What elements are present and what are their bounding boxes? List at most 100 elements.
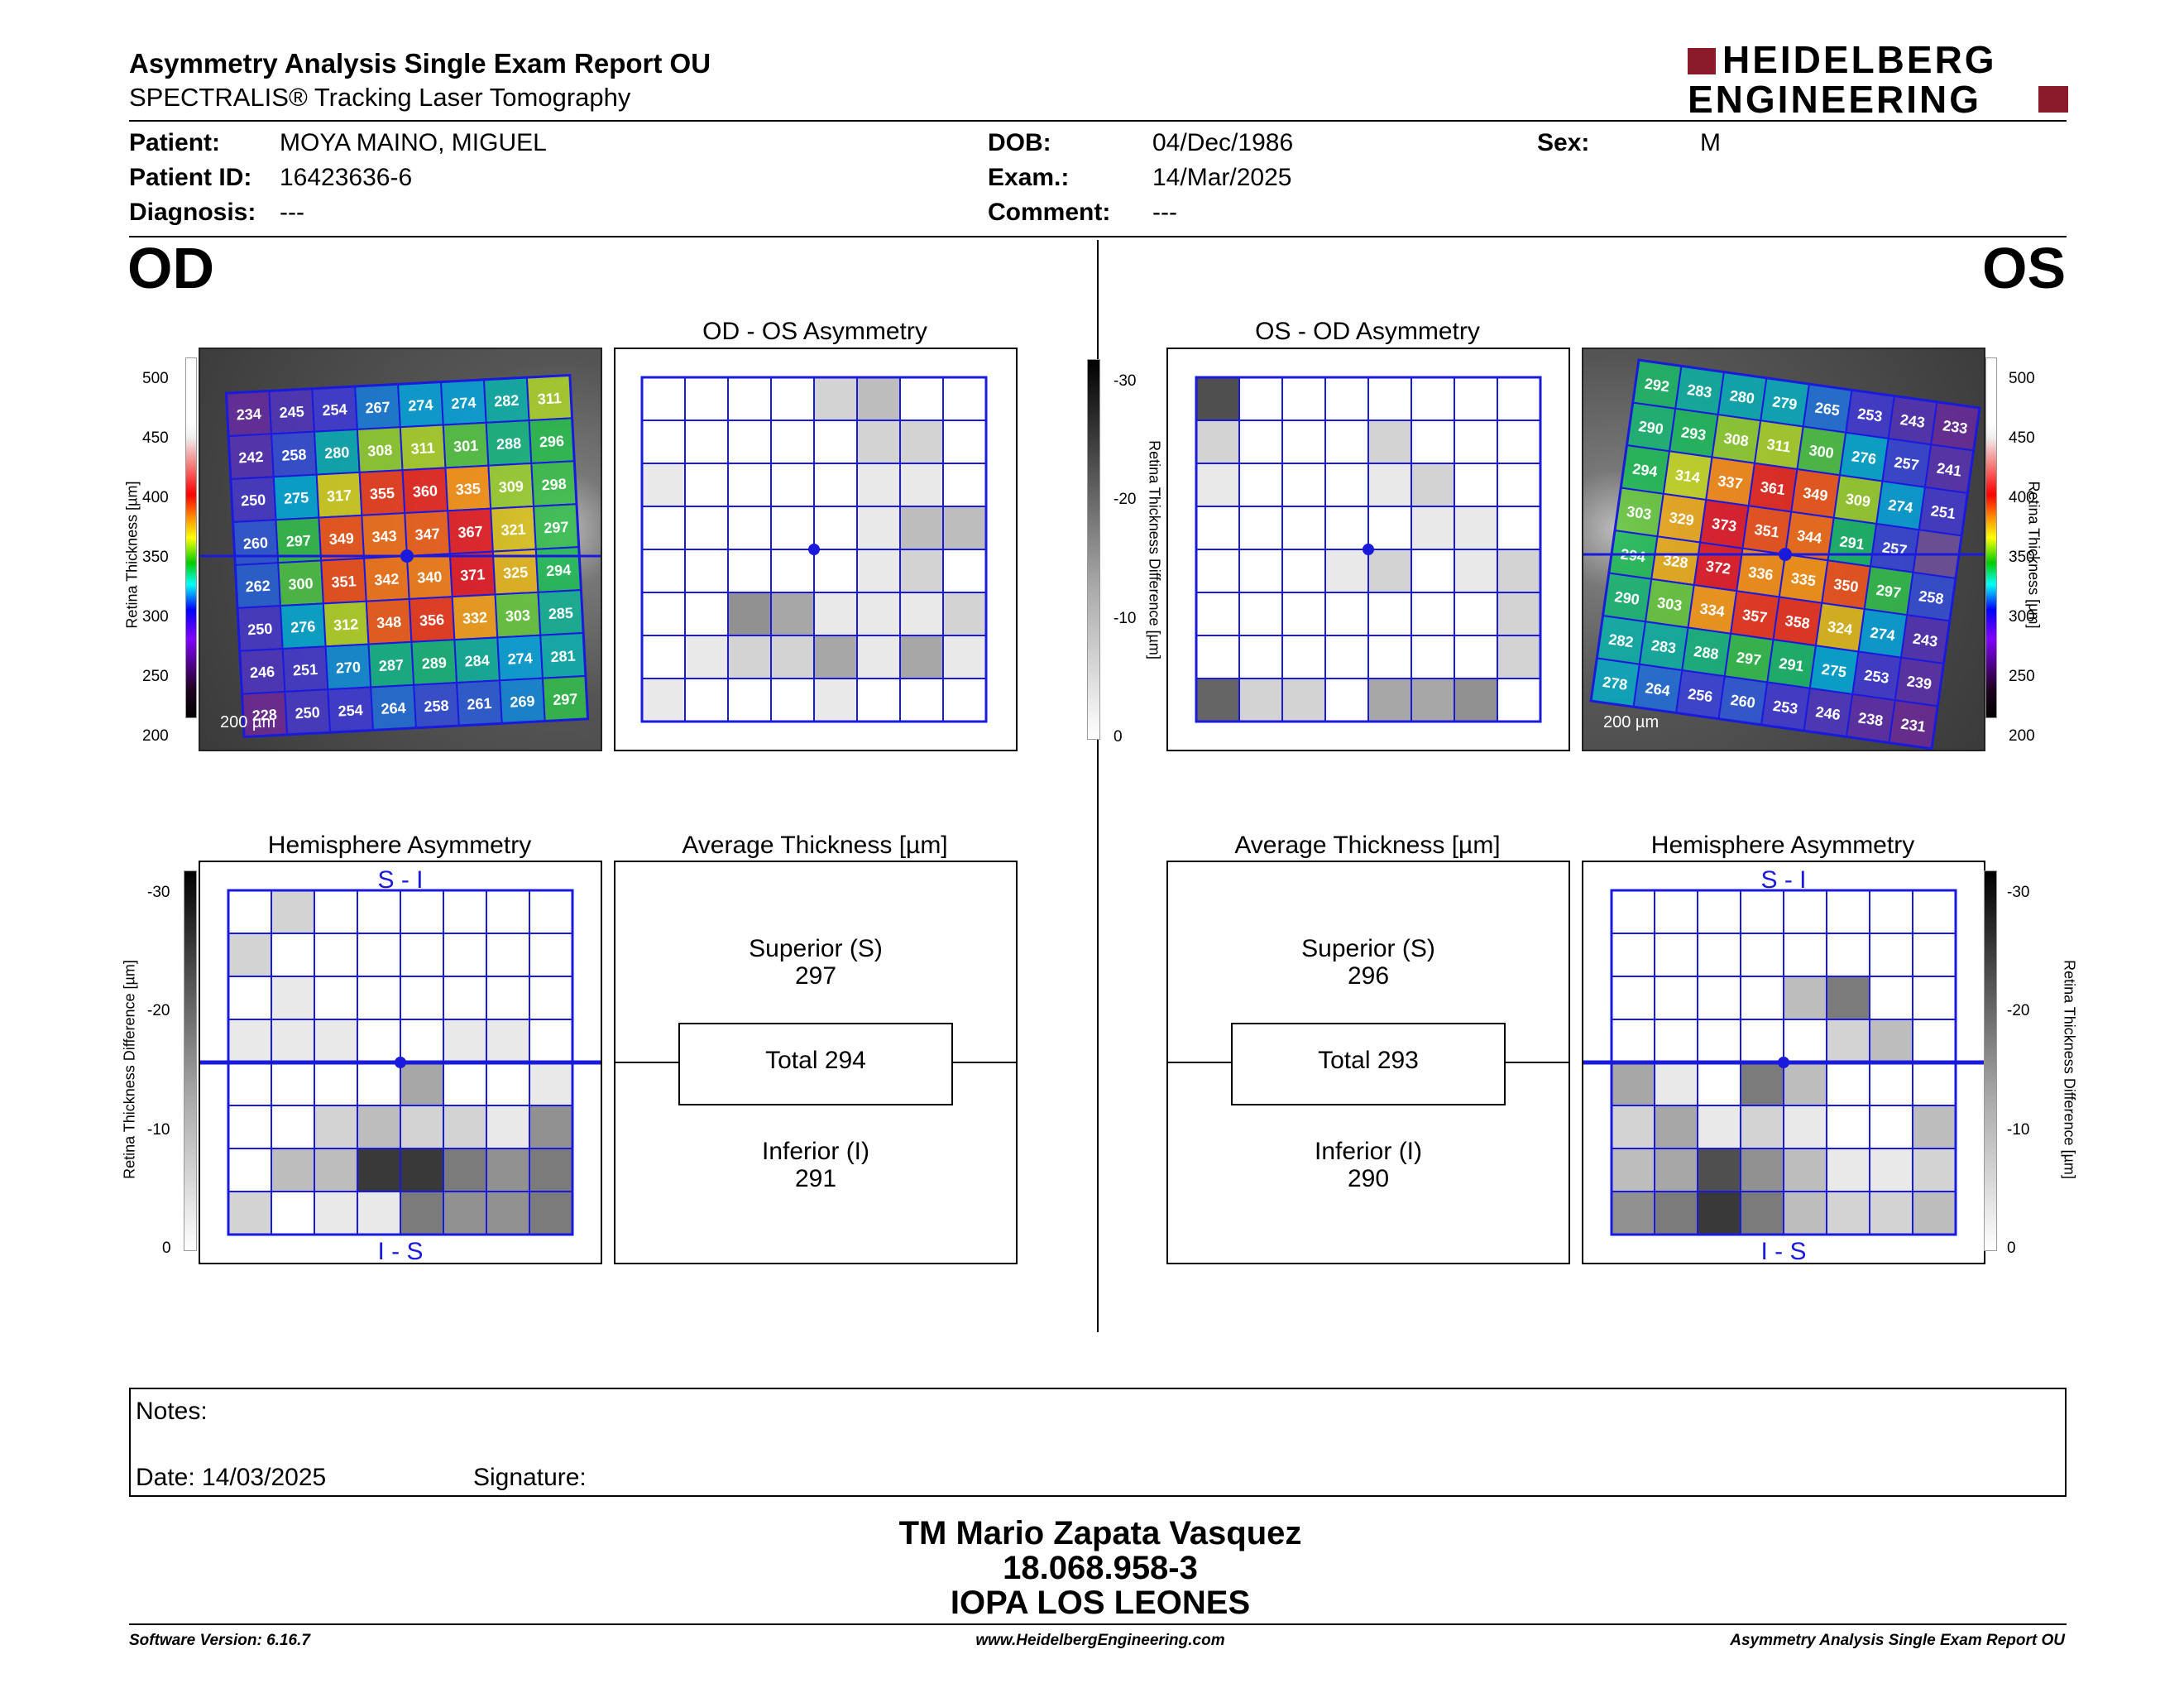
od-total-box <box>678 1023 953 1105</box>
center-difference-scale: -30 -20 -10 0 Retina Thickness Differenc… <box>1084 356 1183 753</box>
os-asym-cell-6-1 <box>1238 635 1283 679</box>
od-map-value-5-6: 303 <box>505 607 530 625</box>
os-hemi-cell-3-1 <box>1654 1019 1698 1063</box>
od-hemi-cell-0-4 <box>400 890 444 934</box>
od-map-value-2-3: 355 <box>369 485 395 503</box>
od-asym-cell-7-5 <box>856 678 901 722</box>
od-asym-cell-0-1 <box>684 376 729 421</box>
sex-label: Sex: <box>1537 129 1590 156</box>
os-hemi-cell-1-5 <box>1826 933 1870 977</box>
od-hemi-top-label: S - I <box>377 866 423 894</box>
od-hemi-cell-5-0 <box>228 1105 272 1149</box>
od-asym-cell-3-7 <box>942 506 987 550</box>
os-asym-cell-1-1 <box>1238 420 1283 464</box>
od-map-value-5-5: 332 <box>462 609 488 627</box>
os-hemi-bottom-label: I - S <box>1760 1238 1806 1263</box>
od-map-value-7-1: 250 <box>295 704 320 722</box>
os-hemi-cell-3-7 <box>1912 1019 1956 1063</box>
os-map-value-0-2: 280 <box>1729 387 1756 407</box>
od-thickness-axis-label: Retina Thickness [µm] <box>123 481 141 629</box>
os-map-value-1-5: 276 <box>1851 448 1878 468</box>
os-hemi-cell-2-7 <box>1912 976 1956 1020</box>
os-map-value-2-1: 314 <box>1674 467 1702 487</box>
os-map-value-2-4: 349 <box>1802 484 1829 504</box>
website-link[interactable]: www.HeidelbergEngineering.com <box>975 1632 1225 1649</box>
od-asym-cell-7-0 <box>641 678 686 722</box>
od-total-label: Total 294 <box>765 1047 866 1074</box>
od-hemi-cell-2-7 <box>529 976 573 1020</box>
notes-box[interactable]: Notes: Date: 14/03/2025 Signature: <box>129 1388 2067 1497</box>
os-asym-cell-4-3 <box>1324 549 1369 593</box>
os-asym-fovea-marker <box>1363 544 1374 555</box>
os-map-value-5-1: 303 <box>1656 594 1684 614</box>
od-map-value-1-2: 280 <box>324 444 350 462</box>
os-label: OS <box>1982 236 2067 300</box>
od-hemi-cell-4-3 <box>357 1062 401 1106</box>
od-hemi-cell-3-5 <box>443 1019 487 1063</box>
od-hemi-diff-scale: -30 -20 -10 0 Retina Thickness Differenc… <box>122 869 199 1266</box>
od-asym-cell-0-7 <box>942 376 987 421</box>
os-hemi-cell-3-5 <box>1826 1019 1870 1063</box>
os-asym-cell-5-4 <box>1367 592 1412 636</box>
od-hemi-cell-2-4 <box>400 976 444 1020</box>
od-hemi-cell-1-2 <box>314 933 358 977</box>
os-asym-cell-3-5 <box>1410 506 1455 550</box>
dob-value: 04/Dec/1986 <box>1152 129 1294 156</box>
od-thickness-tick-500: 500 <box>142 370 169 387</box>
os-hemi-cell-0-0 <box>1611 890 1655 934</box>
od-hemi-cell-4-6 <box>486 1062 530 1106</box>
os-asym-cell-4-2 <box>1281 549 1326 593</box>
od-asym-cell-6-1 <box>684 635 729 679</box>
os-asym-cell-0-6 <box>1454 376 1498 421</box>
od-hemi-cell-7-3 <box>357 1191 401 1235</box>
signer-institution: IOPA LOS LEONES <box>950 1585 1251 1621</box>
os-hemi-cell-6-1 <box>1654 1148 1698 1192</box>
os-thickness-tick-250: 250 <box>2009 668 2035 685</box>
os-map-value-2-5: 309 <box>1845 491 1872 511</box>
od-hemi-cell-3-4 <box>400 1019 444 1063</box>
od-hemi-cell-6-7 <box>529 1148 573 1192</box>
od-hemi-cell-3-0 <box>228 1019 272 1063</box>
os-hemi-cell-4-5 <box>1826 1062 1870 1106</box>
od-hemi-cell-6-2 <box>314 1148 358 1192</box>
os-hemi-cell-3-4 <box>1783 1019 1827 1063</box>
os-thickness-tick-500: 500 <box>2009 370 2035 387</box>
os-map-value-0-4: 265 <box>1814 399 1842 419</box>
od-hemi-cell-1-0 <box>228 933 272 977</box>
signer-name: TM Mario Zapata Vasquez <box>898 1515 1302 1551</box>
logo-text-engineering: ENGINEERING <box>1688 78 1982 121</box>
od-asym-cell-1-2 <box>727 420 772 464</box>
os-asym-cell-6-2 <box>1281 635 1326 679</box>
od-map-value-2-6: 309 <box>498 478 524 496</box>
od-map-value-7-5: 261 <box>467 695 492 713</box>
od-average-title: Average Thickness [µm] <box>682 832 948 859</box>
od-map-value-0-3: 267 <box>365 399 390 417</box>
od-hemi-cell-3-3 <box>357 1019 401 1063</box>
os-map-value-2-0: 294 <box>1631 460 1659 480</box>
od-hemi-cell-5-4 <box>400 1105 444 1149</box>
od-asym-cell-5-3 <box>770 592 815 636</box>
od-hemi-cell-6-6 <box>486 1148 530 1192</box>
os-asym-cell-6-6 <box>1454 635 1498 679</box>
os-asym-cell-1-3 <box>1324 420 1369 464</box>
heidelberg-logo: HEIDELBERG ENGINEERING <box>1688 40 2068 121</box>
od-asym-cell-1-0 <box>641 420 686 464</box>
os-hemi-cell-6-7 <box>1912 1148 1956 1192</box>
od-asym-cell-2-2 <box>727 463 772 507</box>
od-hemi-cell-7-7 <box>529 1191 573 1235</box>
od-hemi-cell-7-2 <box>314 1191 358 1235</box>
od-map-value-1-0: 242 <box>238 448 264 467</box>
od-map-value-0-5: 274 <box>451 394 477 412</box>
od-map-value-7-4: 258 <box>424 698 449 716</box>
os-asym-cell-4-4 <box>1367 549 1412 593</box>
od-map-value-6-0: 246 <box>250 664 275 682</box>
od-asym-cell-6-7 <box>942 635 987 679</box>
od-label: OD <box>127 236 214 300</box>
os-map-value-7-5: 246 <box>1815 703 1842 723</box>
od-map-value-7-7: 297 <box>553 690 578 708</box>
os-hemi-cell-2-1 <box>1654 976 1698 1020</box>
os-hemi-cell-4-7 <box>1912 1062 1956 1106</box>
os-asym-cell-7-0 <box>1195 678 1240 722</box>
od-hemi-cell-2-1 <box>271 976 315 1020</box>
center-diff-tick-10: -10 <box>1114 610 1137 627</box>
